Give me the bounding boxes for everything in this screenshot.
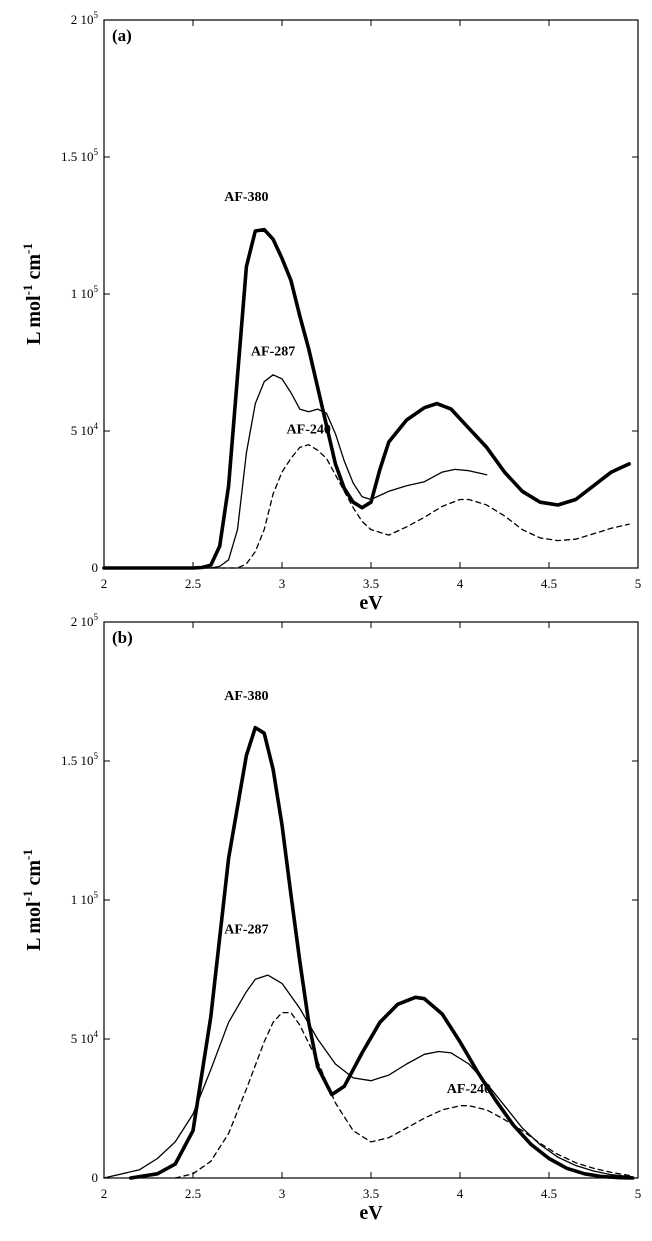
x-tick-label: 2 [101, 576, 108, 591]
y-axis-title: L mol-1 cm-1 [20, 849, 45, 951]
y-tick-label: 0 [92, 560, 99, 575]
series-line-dashed [103, 444, 630, 569]
series-annotation: AF-287 [224, 922, 268, 937]
x-axis-title: eV [359, 1202, 383, 1224]
panel-label: (b) [112, 628, 133, 647]
series-annotation: AF-287 [251, 345, 295, 360]
series-line-dashed [174, 1011, 634, 1179]
chart-panel-a: 2 2.5 3 3.5 4 4.5 5 0 5 104 1 105 1.5 105 2 105 (a) e… [20, 10, 641, 614]
y-tick-label: 2 105 [71, 10, 99, 27]
x-tick-label: 4 [457, 576, 464, 591]
y-tick-label: 5 104 [71, 421, 99, 438]
y-tick-label: 5 104 [71, 1029, 99, 1046]
plot-frame [103, 19, 639, 569]
x-tick-label: 5 [635, 1186, 642, 1201]
x-tick-label: 3.5 [363, 576, 379, 591]
x-tick-label: 4.5 [541, 1186, 557, 1201]
y-tick-label: 0 [92, 1170, 99, 1185]
series-annotation: AF-240 [447, 1082, 491, 1097]
series-line-thin [103, 974, 634, 1179]
series-annotation: AF-240 [287, 423, 331, 438]
x-tick-label: 2.5 [185, 1186, 201, 1201]
series-line-thick [128, 725, 635, 1180]
x-tick-label: 4 [457, 1186, 464, 1201]
x-tick-label: 2.5 [185, 576, 201, 591]
x-tick-label: 5 [635, 576, 642, 591]
series-line-thin [103, 374, 488, 569]
series-annotation: AF-380 [224, 190, 268, 205]
y-tick-label: 1 105 [71, 284, 99, 301]
y-axis-title: L mol-1 cm-1 [20, 243, 45, 345]
x-axis-title: eV [359, 592, 383, 614]
series-line-thick [102, 227, 631, 570]
y-tick-label: 1.5 105 [61, 751, 99, 768]
series-annotation: AF-380 [224, 689, 268, 704]
panel-label: (a) [112, 26, 132, 45]
x-tick-label: 3.5 [363, 1186, 379, 1201]
x-tick-label: 2 [101, 1186, 108, 1201]
plot-frame [103, 621, 639, 1179]
y-tick-label: 1.5 105 [61, 147, 99, 164]
y-tick-label: 1 105 [71, 890, 99, 907]
chart-panel-b: 2 2.5 3 3.5 4 4.5 5 0 5 104 1 105 1.5 105 2 105 (b) e… [20, 612, 641, 1224]
x-tick-label: 3 [279, 1186, 286, 1201]
y-tick-label: 2 105 [71, 612, 99, 629]
x-tick-label: 4.5 [541, 576, 557, 591]
x-tick-label: 3 [279, 576, 286, 591]
